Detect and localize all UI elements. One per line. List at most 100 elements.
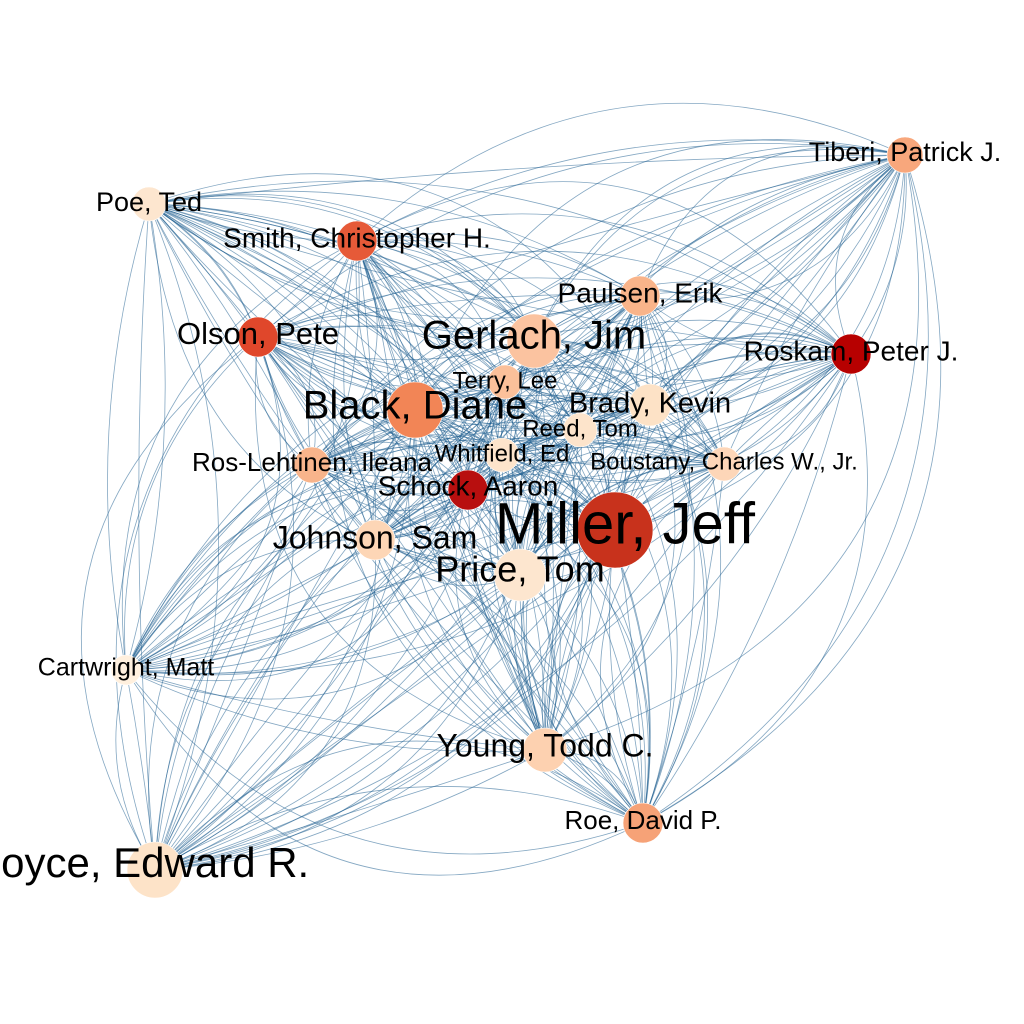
node-johnson-sam[interactable]: [354, 519, 396, 561]
edge: [414, 295, 641, 411]
edge: [649, 154, 906, 406]
edge: [80, 336, 259, 871]
node-whitfield-ed[interactable]: [484, 437, 520, 473]
node-label: Terry, Lee: [453, 367, 558, 394]
edge: [533, 149, 906, 342]
edge: [311, 446, 503, 466]
node-ros-lehtinen-ileana[interactable]: [293, 446, 331, 484]
node-label: Reed, Tom: [522, 415, 638, 442]
edge: [544, 463, 725, 751]
node-label: Tiberi, Patrick J.: [809, 137, 1002, 167]
node-smith-christopher-h[interactable]: [336, 220, 378, 262]
edges: [80, 102, 942, 876]
edge: [374, 539, 644, 824]
edge: [533, 340, 725, 465]
edge: [467, 353, 852, 491]
edge: [639, 146, 906, 297]
edge: [504, 381, 651, 824]
node-price-tom[interactable]: [493, 548, 547, 602]
node-label: Young, Todd C.: [436, 727, 653, 763]
node-miller-jeff[interactable]: [576, 491, 654, 569]
edge: [154, 463, 725, 871]
edge: [154, 786, 644, 871]
edge: [125, 484, 469, 671]
edge: [614, 353, 852, 531]
node-poe-ted[interactable]: [131, 186, 167, 222]
node-schock-aaron[interactable]: [447, 469, 489, 511]
edge: [533, 340, 725, 465]
edge: [154, 539, 376, 871]
node-cartwright-matt[interactable]: [110, 654, 142, 686]
node-tiberi-patrick-j[interactable]: [886, 136, 924, 174]
edge: [467, 457, 725, 491]
edge: [642, 353, 852, 824]
edge: [639, 295, 725, 465]
edge: [501, 454, 646, 824]
node-young-todd-c[interactable]: [522, 727, 568, 773]
node-label: Whitfield, Ed: [435, 440, 570, 467]
edge: [311, 429, 581, 466]
edge: [311, 400, 651, 466]
edge: [154, 429, 581, 871]
node-reed-tom[interactable]: [562, 412, 598, 448]
edge: [148, 203, 852, 355]
edge: [257, 336, 535, 361]
edge: [148, 203, 358, 242]
edge: [125, 463, 725, 671]
node-label: Johnson, Sam: [273, 519, 478, 555]
edge: [307, 240, 358, 466]
edge: [257, 295, 641, 398]
edge: [148, 464, 313, 871]
edge: [579, 425, 725, 465]
node-paulsen-erik[interactable]: [619, 275, 661, 317]
edge: [148, 180, 852, 355]
node-gerlach-jim[interactable]: [506, 313, 562, 369]
edge: [723, 353, 852, 465]
edge: [414, 394, 651, 411]
edge: [138, 203, 156, 871]
edge: [257, 250, 852, 355]
edge: [414, 404, 651, 429]
edge: [544, 154, 920, 751]
edge: [148, 203, 219, 871]
node-boustany-charles-w-jr[interactable]: [706, 446, 742, 482]
edge: [125, 669, 546, 753]
node-label: Ros-Lehtinen, Ileana: [192, 447, 432, 477]
edge: [148, 203, 469, 491]
edge: [125, 539, 376, 671]
edge: [374, 539, 644, 824]
edge: [356, 240, 503, 456]
node-olson-pete[interactable]: [237, 316, 279, 358]
edge: [154, 409, 416, 871]
edge: [541, 463, 725, 751]
edge: [257, 336, 581, 448]
edge: [356, 240, 535, 342]
edge: [544, 353, 852, 751]
edge: [533, 340, 852, 382]
edge: [125, 669, 546, 751]
node-roskam-peter-j[interactable]: [830, 333, 872, 375]
edge: [609, 529, 644, 824]
edge: [414, 409, 725, 470]
edge: [356, 181, 852, 355]
node-royce-edward-r[interactable]: [126, 841, 184, 899]
edge: [154, 353, 852, 871]
node-label: Roe, David P.: [564, 805, 721, 835]
edge: [125, 381, 506, 671]
node-roe-david-p[interactable]: [622, 802, 664, 844]
node-terry-lee[interactable]: [487, 364, 523, 400]
edge: [374, 337, 852, 541]
edge: [501, 454, 725, 484]
edge: [125, 409, 416, 671]
node-black-diane[interactable]: [386, 381, 444, 439]
edge: [107, 203, 150, 671]
edge: [125, 574, 521, 700]
node-label: Black, Diane: [303, 384, 528, 428]
edge: [148, 203, 521, 576]
node-brady-kevin[interactable]: [628, 383, 672, 427]
edge: [125, 429, 581, 671]
edge: [257, 336, 546, 751]
edge: [356, 240, 725, 465]
node-label: Miller, Jeff: [495, 491, 756, 556]
